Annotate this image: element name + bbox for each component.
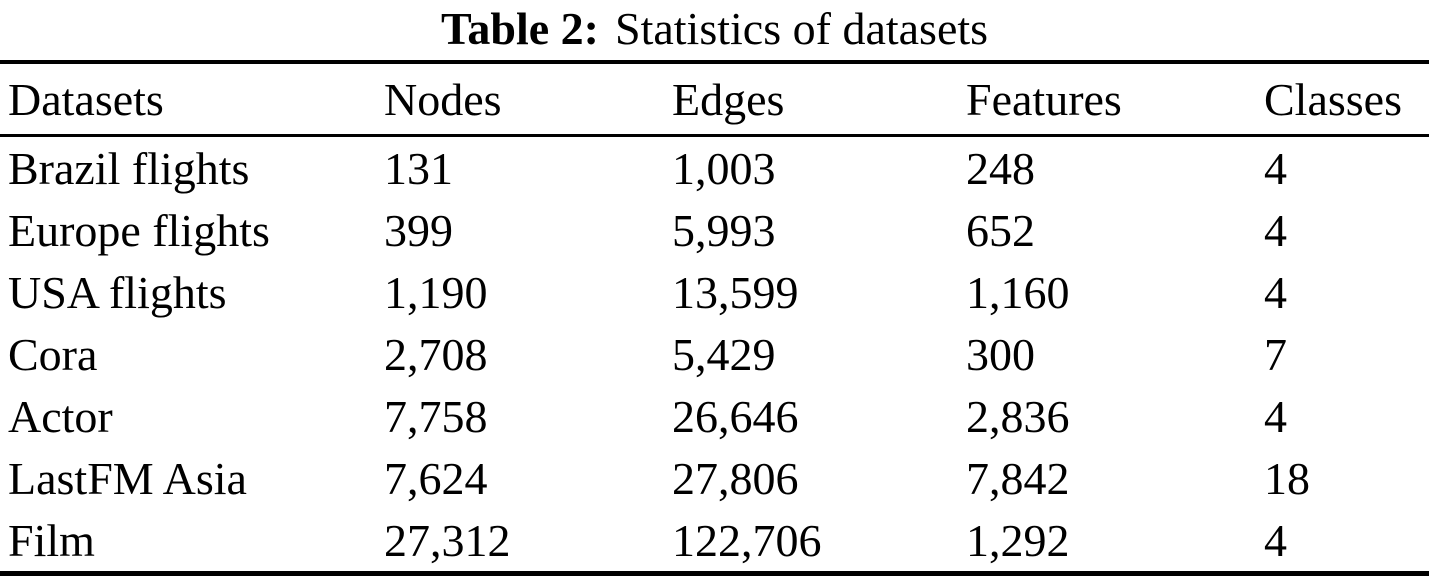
cell-nodes: 7,624: [384, 452, 488, 504]
cell-features: 1,292: [966, 514, 1070, 566]
cell-dataset-name: USA flights: [8, 266, 227, 318]
cell-nodes: 1,190: [384, 266, 488, 318]
cell-classes: 4: [1264, 142, 1287, 194]
cell-edges: 122,706: [672, 514, 822, 566]
cell-edges: 26,646: [672, 390, 799, 442]
cell-features: 248: [966, 142, 1035, 194]
table-header-row: Datasets Nodes Edges Features Classes: [0, 62, 1429, 137]
cell-nodes: 27,312: [384, 514, 511, 566]
table-caption-title: Statistics of datasets: [615, 3, 989, 54]
cell-classes: 4: [1264, 390, 1287, 442]
column-header-classes: Classes: [1264, 62, 1429, 137]
column-header-edges: Edges: [672, 62, 966, 137]
cell-dataset-name: LastFM Asia: [8, 452, 247, 504]
column-header-features: Features: [966, 62, 1264, 137]
table-row-lastfm-asia: LastFM Asia 7,624 27,806 7,842 18: [0, 447, 1429, 509]
cell-edges: 27,806: [672, 452, 799, 504]
cell-classes: 4: [1264, 514, 1287, 566]
column-header-nodes: Nodes: [384, 62, 672, 137]
table-row-europe-flights: Europe flights 399 5,993 652 4: [0, 199, 1429, 261]
cell-dataset-name: Europe flights: [8, 204, 270, 256]
cell-classes: 4: [1264, 266, 1287, 318]
table-row-brazil-flights: Brazil flights 131 1,003 248 4: [0, 136, 1429, 200]
cell-features: 7,842: [966, 452, 1070, 504]
datasets-statistics-table: Datasets Nodes Edges Features Classes Br…: [0, 60, 1429, 576]
cell-classes: 7: [1264, 328, 1287, 380]
cell-classes: 18: [1264, 452, 1310, 504]
cell-nodes: 131: [384, 142, 453, 194]
cell-nodes: 7,758: [384, 390, 488, 442]
cell-nodes: 2,708: [384, 328, 488, 380]
cell-dataset-name: Actor: [8, 390, 113, 442]
column-header-datasets: Datasets: [0, 62, 384, 137]
cell-features: 652: [966, 204, 1035, 256]
cell-edges: 5,993: [672, 204, 776, 256]
table-row-film: Film 27,312 122,706 1,292 4: [0, 509, 1429, 574]
table-caption: Table 2: Statistics of datasets: [0, 0, 1429, 60]
cell-dataset-name: Brazil flights: [8, 142, 250, 194]
cell-classes: 4: [1264, 204, 1287, 256]
cell-dataset-name: Film: [8, 514, 95, 566]
cell-features: 2,836: [966, 390, 1070, 442]
cell-edges: 5,429: [672, 328, 776, 380]
table-row-usa-flights: USA flights 1,190 13,599 1,160 4: [0, 261, 1429, 323]
cell-features: 1,160: [966, 266, 1070, 318]
cell-edges: 13,599: [672, 266, 799, 318]
table-row-actor: Actor 7,758 26,646 2,836 4: [0, 385, 1429, 447]
table-caption-label: Table 2:: [440, 3, 599, 54]
cell-nodes: 399: [384, 204, 453, 256]
cell-dataset-name: Cora: [8, 328, 98, 380]
table-row-cora: Cora 2,708 5,429 300 7: [0, 323, 1429, 385]
cell-features: 300: [966, 328, 1035, 380]
cell-edges: 1,003: [672, 142, 776, 194]
